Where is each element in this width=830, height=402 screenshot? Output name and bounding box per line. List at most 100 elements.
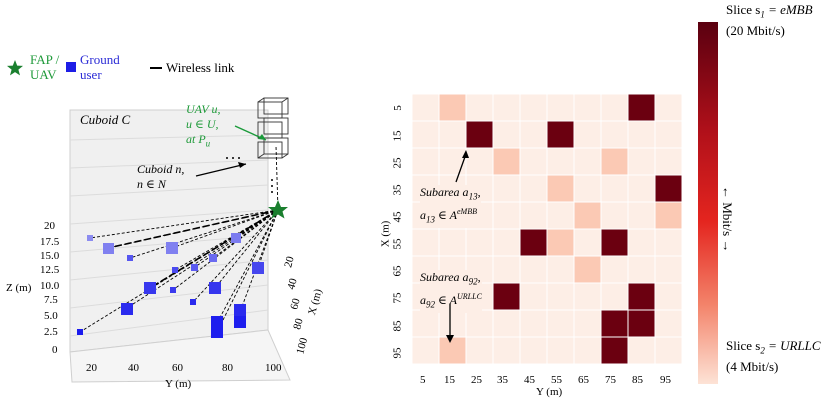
a92-line1: Subarea a92, (420, 270, 481, 287)
ground-user (166, 242, 178, 254)
bottom-slice-text: Slice s (726, 338, 761, 353)
ground-user (211, 326, 223, 338)
z-tick: 7.5 (44, 294, 58, 306)
ground-user (209, 254, 217, 262)
z-tick: 2.5 (44, 326, 58, 338)
heatmap-cell (627, 93, 656, 122)
heatmap-cell (438, 147, 467, 176)
heatmap-cell (600, 147, 629, 176)
a92-sup: URLLC (457, 292, 482, 302)
colorbar (698, 22, 718, 384)
z-tick: 15.0 (40, 250, 60, 262)
z-tick: 17.5 (40, 236, 60, 248)
y-tick: 60 (172, 362, 183, 374)
ground-user (190, 299, 196, 305)
a13-sub2: 13 (426, 214, 435, 225)
col-label: 35 (497, 374, 508, 386)
heatmap-cell (654, 228, 683, 257)
heatmap-cell (492, 201, 521, 230)
heatmap-cell (600, 93, 629, 122)
bottom-line2: (4 Mbit/s) (726, 358, 779, 374)
z-tick: 10.0 (40, 280, 60, 292)
heatmap-cell (627, 120, 656, 149)
heatmap-cell (465, 93, 494, 122)
heatmap-cell (546, 336, 575, 365)
heatmap-cell (519, 120, 548, 149)
cuboid-c-label: Cuboid C (80, 112, 131, 127)
heatmap-cell (519, 336, 548, 365)
colorbar-axis-label: ← Mbit/s → (720, 186, 735, 253)
heatmap-cell (465, 147, 494, 176)
heatmap-cell (519, 147, 548, 176)
ground-user (103, 243, 114, 254)
uav-line1: UAV u, (186, 102, 221, 116)
top-slice-rest: = eMBB (764, 2, 813, 17)
a13-line1: Subarea a13, (420, 185, 481, 202)
heatmap-cell (438, 336, 467, 365)
heatmap-cell (465, 336, 494, 365)
bottom-slice-sub: 2 (760, 345, 765, 356)
arrow-head (446, 335, 454, 343)
heatmap-cell (600, 201, 629, 230)
y-tick: 100 (265, 362, 282, 374)
top-slice-text: Slice s (726, 2, 761, 17)
heatmap-cell (654, 255, 683, 284)
heatmap-cell (654, 309, 683, 338)
heatmap-cell (492, 147, 521, 176)
heatmap-y-label: X (m) (379, 220, 392, 248)
heatmap-cell (546, 282, 575, 311)
z-tick: 12.5 (40, 264, 60, 276)
cuboid-n-line2: n ∈ N (137, 177, 166, 191)
fap-label-line1: FAP / (30, 52, 60, 67)
row-label: 5 (391, 105, 404, 111)
y-tick: 20 (86, 362, 97, 374)
heatmap-cell (627, 174, 656, 203)
solid-links (107, 209, 279, 289)
ground-user (234, 316, 246, 328)
ground-user (209, 282, 221, 294)
heatmap-cell (492, 309, 521, 338)
a13-sup: eMBB (457, 207, 477, 217)
ground-user (144, 282, 156, 294)
y-tick: 80 (222, 362, 233, 374)
top-line2: (20 Mbit/s) (726, 22, 785, 38)
wireless-links (79, 145, 279, 333)
vertical-dots (226, 157, 273, 193)
heatmap-cell (573, 282, 602, 311)
ground-user (211, 316, 223, 328)
fap-star-icon (268, 200, 288, 219)
heatmap-cell (573, 174, 602, 203)
heatmap-cell (627, 201, 656, 230)
z-tick: 20 (44, 220, 55, 232)
col-label: 85 (632, 374, 643, 386)
heatmap-cell (654, 147, 683, 176)
a13-line2: a13 ∈ AeMBB (420, 204, 481, 227)
a92-line2: a92 ∈ AURLLC (420, 289, 482, 312)
a92-text: Subarea a (420, 270, 469, 284)
arrow-head (462, 150, 469, 158)
heatmap-cell (654, 282, 683, 311)
heatmap-cell (654, 336, 683, 365)
heatmap-x-label: Y (m) (536, 386, 563, 398)
heatmap-cell (438, 120, 467, 149)
heatmap-cell (573, 93, 602, 122)
heatmap-cell (600, 282, 629, 311)
heatmap-cell (519, 255, 548, 284)
heatmap-cell (627, 282, 656, 311)
col-label: 5 (420, 374, 426, 386)
cuboid-n-annotation: Cuboid n, n ∈ N (137, 162, 184, 192)
heatmap-cell (492, 228, 521, 257)
uav-annotation: UAV u, u ∈ U, at Pu (186, 102, 221, 151)
uav-line3-text: at P (186, 132, 206, 146)
heatmap-cell (546, 93, 575, 122)
floor-plane (69, 329, 291, 383)
a13-text: Subarea a (420, 185, 469, 199)
cuboid-n-pointer (195, 163, 247, 177)
annotation-a13: Subarea a13, a13 ∈ AeMBB (420, 185, 481, 228)
uav-line3: at Pu (186, 132, 221, 151)
heatmap-cell (465, 228, 494, 257)
top-line1: Slice s1 = eMBB (726, 2, 813, 23)
ground-user (231, 233, 241, 243)
a13-set: ∈ A (438, 208, 457, 223)
arrow-a13 (455, 153, 467, 183)
